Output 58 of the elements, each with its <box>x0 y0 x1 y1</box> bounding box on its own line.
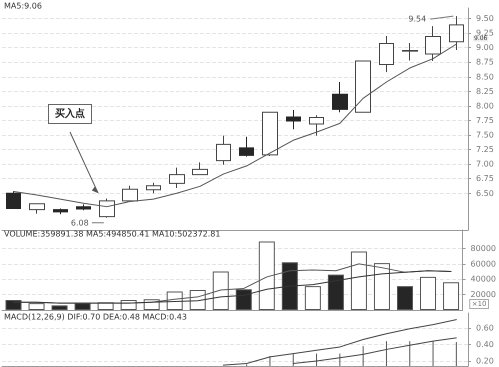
candlestick <box>355 60 371 113</box>
bar <box>443 282 460 310</box>
candlestick <box>262 112 278 156</box>
y-tick-label: 8.00 <box>476 101 494 110</box>
candlestick <box>192 162 208 176</box>
y-tick-label: 9.50 <box>476 14 494 23</box>
bar <box>52 305 68 310</box>
candlestick <box>29 203 45 214</box>
chart-title: MACD(12,26,9) DIF:0.70 DEA:0.48 MACD:0.43 <box>4 312 187 322</box>
y-tick-label: 60000 <box>470 259 496 268</box>
bar <box>328 274 344 310</box>
line-series <box>13 44 457 208</box>
y-tick-label: 0.60 <box>476 323 494 332</box>
candlestick <box>169 167 185 189</box>
candlestick <box>449 16 464 50</box>
y-tick-label: 8.25 <box>476 86 494 96</box>
annotation: 9.54 <box>408 14 426 24</box>
line-series <box>13 270 452 304</box>
bar <box>28 303 45 310</box>
y-tick-label: 7.25 <box>476 145 494 154</box>
y-tick-label: 80000 <box>470 244 496 253</box>
candlestick <box>239 136 254 158</box>
y-tick-label: 40000 <box>470 274 496 284</box>
candlestick <box>286 109 301 130</box>
candlestick <box>6 190 21 209</box>
annotation: 6.08 <box>70 218 89 228</box>
candlestick <box>402 42 418 61</box>
chart-title: VOLUME:359891.38 MA5:494850.41 MA10:502372.81 <box>4 230 220 238</box>
y-tick-label: 20000 <box>470 290 496 300</box>
candlestick <box>99 198 115 218</box>
annotation: 买入点 <box>55 108 85 120</box>
candlestick <box>309 114 324 136</box>
candlestick <box>53 208 68 215</box>
candlestick <box>216 135 231 166</box>
candlestick <box>146 182 161 194</box>
bar <box>396 286 413 310</box>
candlestick <box>76 204 91 211</box>
chart-title: MA5:9.06 <box>4 2 42 10</box>
y-tick-label: 7.50 <box>476 130 494 140</box>
y-tick-label: 7.75 <box>476 116 494 125</box>
bar <box>6 300 22 310</box>
y-tick-label: 9.00 <box>476 43 494 52</box>
y-tick-label: 6.75 <box>476 174 494 184</box>
line-series <box>292 337 457 364</box>
bar <box>74 303 91 310</box>
y-tick-label: 0.20 <box>476 356 494 366</box>
candlestick <box>332 82 348 113</box>
bar <box>420 276 436 310</box>
y-tick-label: 8.50 <box>476 72 494 82</box>
candlestick <box>425 26 441 62</box>
candlestick <box>379 35 394 73</box>
line-series <box>222 319 457 366</box>
y-tick-label: 8.75 <box>476 58 494 67</box>
y-tick-label: 6.50 <box>476 188 494 198</box>
y-tick-label: 0.40 <box>476 340 494 349</box>
bar <box>304 286 321 310</box>
y-tick-label: 7.00 <box>476 160 494 169</box>
candlestick <box>122 185 138 202</box>
